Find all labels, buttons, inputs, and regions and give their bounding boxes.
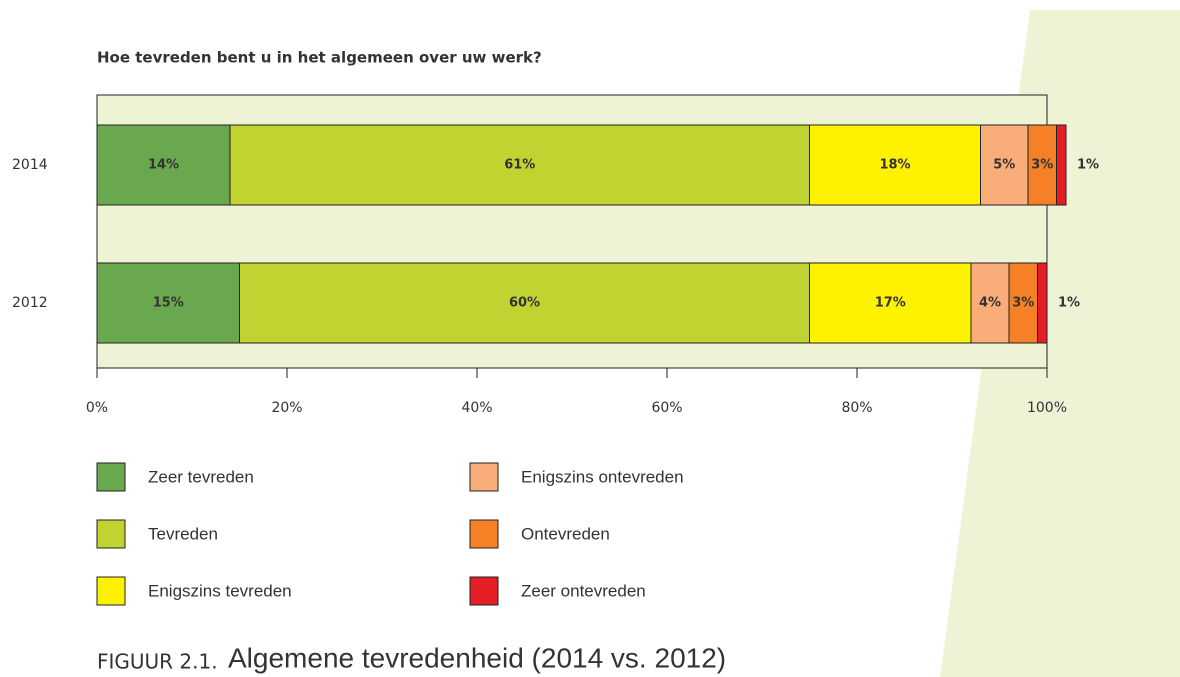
caption-prefix: FIGUUR 2.1.: [97, 650, 218, 674]
bar-segment: [970, 262, 1010, 344]
legend-label: Ontevreden: [521, 524, 610, 543]
legend-label: Enigszins tevreden: [148, 581, 292, 600]
bar-segment: [229, 124, 810, 206]
value-label: 18%: [879, 158, 910, 173]
legend-swatch: [96, 519, 126, 549]
value-label: 61%: [504, 158, 535, 173]
value-label: 14%: [148, 158, 179, 173]
legend-label: Enigszins ontevreden: [521, 467, 684, 486]
x-tick-label: 100%: [1027, 400, 1067, 416]
value-label: 60%: [509, 296, 540, 311]
value-label: 3%: [1012, 296, 1034, 311]
bar-segment: [96, 124, 231, 206]
bar-segment: [96, 262, 240, 344]
bar-segment: [239, 262, 810, 344]
x-tick-label: 80%: [841, 400, 872, 416]
y-tick-label: 2014: [12, 157, 48, 173]
caption: Algemene tevredenheid (2014 vs. 2012): [228, 642, 726, 673]
value-label: 5%: [993, 158, 1015, 173]
value-label: 17%: [875, 296, 906, 311]
legend-label: Zeer ontevreden: [521, 581, 646, 600]
value-label: 3%: [1031, 158, 1053, 173]
chart-title: Hoe tevreden bent u in het algemeen over…: [97, 49, 542, 67]
bar-segment: [809, 124, 981, 206]
page-decoration: [940, 10, 1180, 677]
legend-swatch: [469, 519, 499, 549]
value-label: 1%: [1058, 296, 1080, 311]
value-label: 1%: [1077, 158, 1099, 173]
legend-swatch: [469, 462, 499, 492]
bar-segment: [980, 124, 1029, 206]
x-tick-label: 60%: [651, 400, 682, 416]
legend-swatch: [96, 576, 126, 606]
x-tick-label: 40%: [461, 400, 492, 416]
legend-label: Tevreden: [148, 524, 218, 543]
value-label: 4%: [979, 296, 1001, 311]
legend-swatch: [469, 576, 499, 606]
legend-swatch: [96, 462, 126, 492]
bar-segment: [809, 262, 972, 344]
value-label: 15%: [153, 296, 184, 311]
bar-segment: [1056, 124, 1067, 206]
legend-label: Zeer tevreden: [148, 467, 254, 486]
x-tick-label: 20%: [271, 400, 302, 416]
x-tick-label: 0%: [86, 400, 108, 416]
bar-segment: [1008, 262, 1038, 344]
bar-segment: [1037, 262, 1048, 344]
y-tick-label: 2012: [12, 295, 48, 311]
